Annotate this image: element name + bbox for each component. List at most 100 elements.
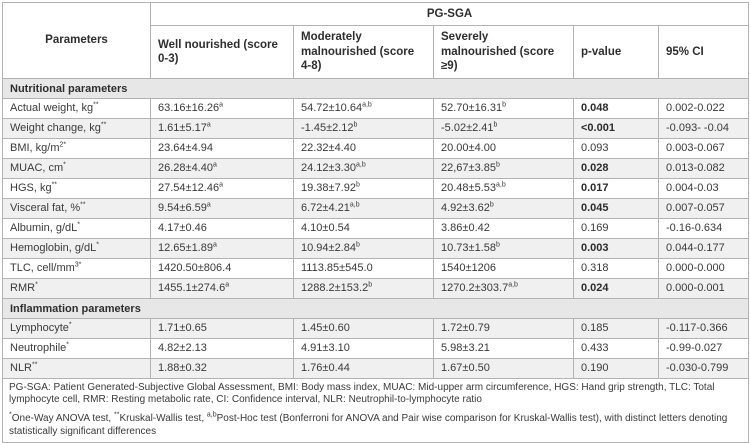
value-cell: 24.12±3.30a,b [293, 158, 434, 179]
parameter-cell: HGS, kg** [2, 178, 151, 199]
value-cell: 54.72±10.64a,b [293, 98, 434, 119]
parameter-cell: Hemoglobin, g/dL* [2, 238, 151, 259]
value-cell: 1.45±0.60 [293, 318, 434, 339]
section-title: Nutritional parameters [1, 78, 750, 99]
parameter-cell: MUAC, cm* [2, 158, 151, 179]
ci-cell: 0.013-0.082 [657, 158, 750, 179]
p-value-cell: 0.028 [573, 158, 659, 179]
value-cell: 52.70±16.31b [433, 98, 574, 119]
value-cell: 1.71±0.65 [150, 318, 294, 339]
table-body: Nutritional parameters Actual weight, kg*… [1, 78, 750, 379]
ci-cell: 0.004-0.03 [657, 178, 750, 199]
p-value-cell: 0.318 [573, 258, 659, 279]
table-row: Hemoglobin, g/dL* 12.65±1.89a 10.94±2.84b 1… [2, 238, 750, 259]
value-cell: 63.16±16.26a [150, 98, 294, 119]
p-value-cell: 0.185 [573, 318, 659, 339]
value-cell: 1.61±5.17a [150, 118, 294, 139]
parameter-cell: TLC, cell/mm3* [2, 258, 151, 279]
p-value-cell: 0.190 [573, 358, 659, 379]
p-value-cell: 0.048 [573, 98, 659, 119]
value-cell: 5.98±3.21 [433, 338, 574, 359]
value-cell: 1540±1206 [433, 258, 574, 279]
value-cell: 1.76±0.44 [293, 358, 434, 379]
value-cell: 4.17±0.46 [150, 218, 294, 239]
value-cell: 10.94±2.84b [293, 238, 434, 259]
column-header-well-nourished: Well nourished (score 0-3) [150, 25, 294, 79]
value-cell: 27.54±12.46a [150, 178, 294, 199]
table-row: NLR** 1.88±0.32 1.76±0.44 1.67±0.50 0.190 -0.… [2, 358, 750, 379]
value-cell: 4.82±2.13 [150, 338, 294, 359]
ci-cell: 0.003-0.067 [657, 138, 750, 159]
parameter-cell: BMI, kg/m2* [2, 138, 151, 159]
table-row: TLC, cell/mm3* 1420.50±806.4 1113.85±545.0… [2, 258, 750, 279]
p-value-cell: 0.003 [573, 238, 659, 259]
value-cell: 1.72±0.79 [433, 318, 574, 339]
p-value-cell: 0.017 [573, 178, 659, 199]
value-cell: 1.67±0.50 [433, 358, 574, 379]
value-cell: 1.88±0.32 [150, 358, 294, 379]
parameter-cell: Actual weight, kg** [2, 98, 151, 119]
parameter-cell: Visceral fat, %** [2, 198, 151, 219]
value-cell: 1270.2±303.7a,b [433, 278, 574, 299]
value-cell: 20.48±5.53a,b [433, 178, 574, 199]
table-row: MUAC, cm* 26.28±4.40a 24.12±3.30a,b 22,67±3… [2, 158, 750, 179]
value-cell: 26.28±4.40a [150, 158, 294, 179]
column-header-95-ci: 95% CI [657, 25, 750, 79]
ci-cell: -0.093- -0.04 [657, 118, 750, 139]
footnote-abbreviations: PG-SGA: Patient Generated-Subjective Glo… [9, 382, 715, 406]
parameter-cell: NLR** [2, 358, 151, 379]
p-value-cell: 0.024 [573, 278, 659, 299]
value-cell: 19.38±7.92b [293, 178, 434, 199]
parameter-cell: Weight change, kg** [2, 118, 151, 139]
table-row: HGS, kg** 27.54±12.46a 19.38±7.92b 20.48±5.… [2, 178, 750, 199]
ci-cell: 0.000-0.001 [657, 278, 750, 299]
table-row: Neutrophile* 4.82±2.13 4.91±3.10 5.98±3.21 0… [2, 338, 750, 359]
p-value-cell: 0.169 [573, 218, 659, 239]
section-title: Inflammation parameters [1, 298, 750, 319]
value-cell: 1288.2±153.2b [293, 278, 434, 299]
table-row: Visceral fat, %** 9.54±6.59a 6.72±4.21a,b 4… [2, 198, 750, 219]
ci-cell: 0.007-0.057 [657, 198, 750, 219]
ci-cell: 0.000-0.000 [657, 258, 750, 279]
table-footnotes: PG-SGA: Patient Generated-Subjective Glo… [1, 378, 750, 443]
value-cell: 3.86±0.42 [433, 218, 574, 239]
value-cell: -5.02±2.41b [433, 118, 574, 139]
value-cell: 12.65±1.89a [150, 238, 294, 259]
table-row: Lymphocyte* 1.71±0.65 1.45±0.60 1.72±0.79 0.… [2, 318, 750, 339]
parameter-cell: Neutrophile* [2, 338, 151, 359]
section-header-row: Nutritional parameters [1, 78, 750, 99]
value-cell: 1420.50±806.4 [150, 258, 294, 279]
pg-sga-group-header: PG-SGA [149, 2, 750, 26]
value-cell: 4.91±3.10 [293, 338, 434, 359]
table-row: RMR* 1455.1±274.6a 1288.2±153.2b 1270.2±303… [2, 278, 750, 299]
value-cell: 23.64±4.94 [150, 138, 294, 159]
parameter-cell: Albumin, g/dL* [2, 218, 151, 239]
ci-cell: -0.117-0.366 [657, 318, 750, 339]
ci-cell: 0.044-0.177 [657, 238, 750, 259]
table-row: BMI, kg/m2* 23.64±4.94 22.32±4.40 20.00±4.0… [2, 138, 750, 159]
ci-cell: -0.030-0.799 [657, 358, 750, 379]
parameter-cell: RMR* [2, 278, 151, 299]
ci-cell: -0.16-0.634 [657, 218, 750, 239]
p-value-cell: 0.093 [573, 138, 659, 159]
value-cell: 6.72±4.21a,b [293, 198, 434, 219]
parameters-column-header: Parameters [2, 2, 151, 79]
value-cell: 1113.85±545.0 [293, 258, 434, 279]
table-row: Actual weight, kg** 63.16±16.26a 54.72±10.… [2, 98, 750, 119]
value-cell: 1455.1±274.6a [150, 278, 294, 299]
ci-cell: 0.002-0.022 [657, 98, 750, 119]
column-header-p-value: p-value [573, 25, 659, 79]
parameter-cell: Lymphocyte* [2, 318, 151, 339]
value-cell: 22,67±3.85b [433, 158, 574, 179]
p-value-cell: <0.001 [573, 118, 659, 139]
value-cell: 10.73±1.58b [433, 238, 574, 259]
section-header-row: Inflammation parameters [1, 298, 750, 319]
footnote-stats: *One-Way ANOVA test, **Kruskal-Wallis te… [9, 412, 728, 437]
table-row: Weight change, kg** 1.61±5.17a -1.45±2.12b… [2, 118, 750, 139]
value-cell: 4.10±0.54 [293, 218, 434, 239]
value-cell: -1.45±2.12b [293, 118, 434, 139]
p-value-cell: 0.433 [573, 338, 659, 359]
ci-cell: -0.99-0.027 [657, 338, 750, 359]
table-row: Albumin, g/dL* 4.17±0.46 4.10±0.54 3.86±0.4… [2, 218, 750, 239]
